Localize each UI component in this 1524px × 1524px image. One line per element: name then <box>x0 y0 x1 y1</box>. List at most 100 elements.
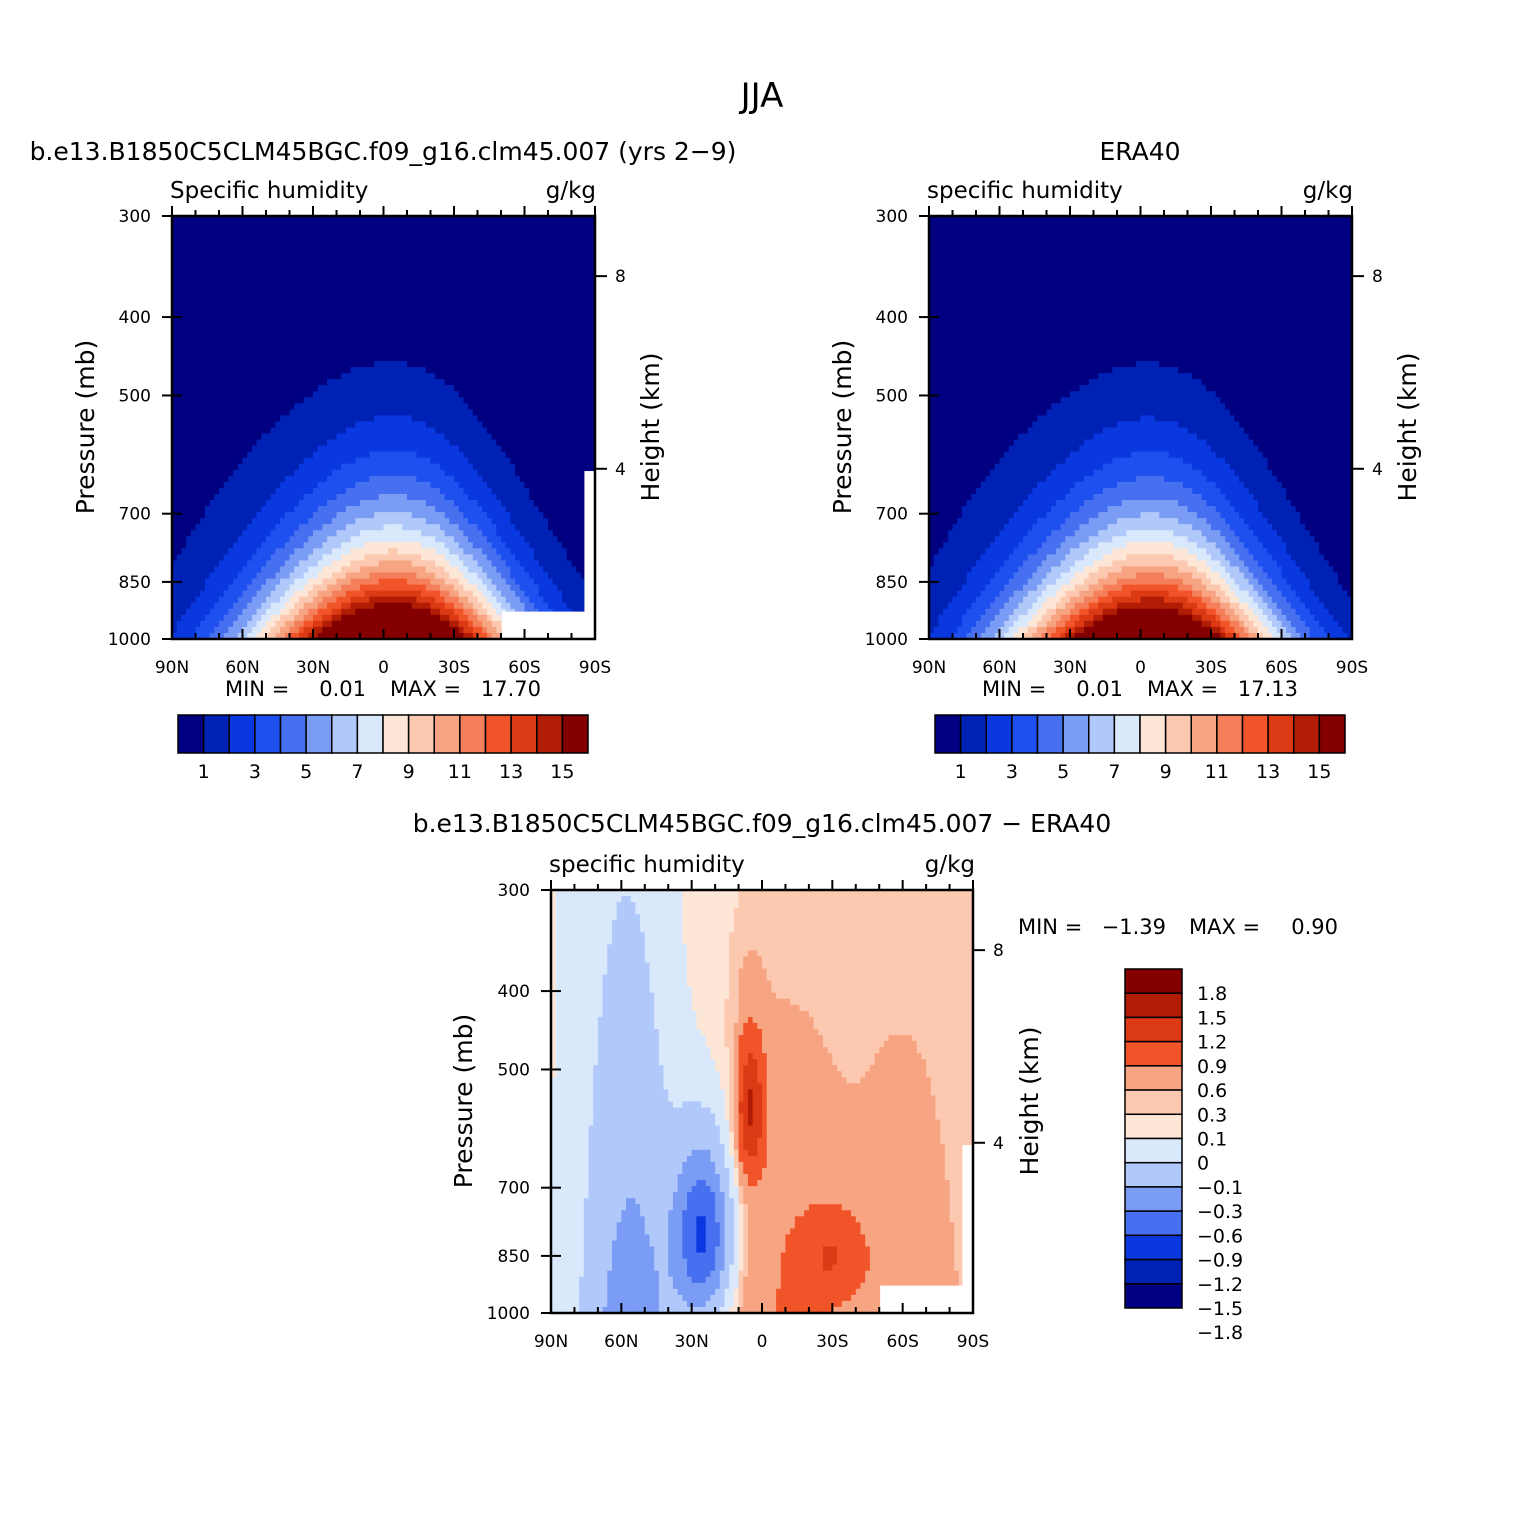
contour-cell <box>510 228 516 235</box>
contour-cell <box>369 487 375 495</box>
contour-cell <box>571 500 577 507</box>
contour-cell <box>585 457 591 465</box>
contour-cell <box>256 324 262 332</box>
contour-cell <box>444 282 450 290</box>
contour-cell <box>580 336 587 344</box>
contour-cell <box>524 487 530 495</box>
contour-cell <box>204 518 211 525</box>
contour-cell <box>190 367 197 374</box>
contour-cell <box>458 228 464 235</box>
contour-cell <box>392 306 399 314</box>
contour-cell <box>228 246 234 253</box>
contour-cell <box>430 421 436 429</box>
contour-cell <box>284 463 291 471</box>
contour-cell <box>501 475 507 483</box>
contour-cell <box>280 234 286 241</box>
contour-cell <box>411 433 417 441</box>
contour-cell <box>548 288 554 296</box>
contour-cell <box>313 330 319 338</box>
contour-cell <box>519 258 526 265</box>
contour-cell <box>289 530 295 537</box>
contour-cell <box>247 451 253 459</box>
contour-cell <box>331 306 338 314</box>
contour-cell <box>454 367 460 374</box>
contour-cell <box>294 409 300 417</box>
contour-cell <box>491 342 497 350</box>
contour-cell <box>181 222 187 229</box>
contour-cell <box>482 391 488 398</box>
contour-cell <box>477 306 483 314</box>
contour-cell <box>477 379 483 386</box>
contour-cell <box>327 457 333 465</box>
contour-cell <box>214 512 220 519</box>
contour-cell <box>585 228 591 235</box>
contour-cell <box>266 228 272 235</box>
contour-cell <box>303 433 309 441</box>
contour-cell <box>458 342 464 350</box>
contour-cell <box>571 457 577 465</box>
contour-cell <box>228 385 234 392</box>
contour-cell <box>482 433 488 441</box>
contour-cell <box>482 312 488 320</box>
contour-cell <box>496 542 502 549</box>
contour-cell <box>430 385 436 392</box>
contour-cell <box>477 312 483 320</box>
contour-cell <box>289 300 295 308</box>
contour-cell <box>407 379 413 386</box>
contour-cell <box>317 373 323 380</box>
contour-cell <box>580 288 587 296</box>
contour-cell <box>524 530 530 537</box>
contour-cell <box>317 342 323 350</box>
contour-cell <box>303 524 309 531</box>
contour-cell <box>294 276 300 284</box>
contour-cell <box>585 439 591 447</box>
contour-cell <box>510 481 516 489</box>
contour-cell <box>176 324 182 332</box>
contour-cell <box>327 536 333 543</box>
contour-cell <box>548 276 554 284</box>
contour-cell <box>261 548 267 555</box>
contour-cell <box>463 439 469 447</box>
contour-cell <box>482 421 488 429</box>
contour-cell <box>496 216 502 223</box>
contour-cell <box>298 282 305 290</box>
contour-cell <box>369 234 375 241</box>
contour-cell <box>209 542 215 549</box>
contour-cell <box>585 270 591 278</box>
contour-cell <box>388 445 394 453</box>
contour-cell <box>501 354 507 362</box>
contour-cell <box>251 463 258 471</box>
contour-cell <box>266 512 272 519</box>
contour-cell <box>571 318 577 326</box>
contour-cell <box>421 421 427 429</box>
contour-cell <box>444 294 450 302</box>
contour-cell <box>214 282 220 290</box>
contour-cell <box>397 500 403 507</box>
contour-cell <box>505 487 511 495</box>
contour-cell <box>439 457 446 465</box>
contour-cell <box>172 264 178 271</box>
contour-cell <box>266 403 272 410</box>
contour-cell <box>223 264 229 271</box>
contour-cell <box>374 300 380 308</box>
contour-cell <box>303 445 309 453</box>
contour-cell <box>486 487 493 495</box>
contour-cell <box>176 312 182 320</box>
contour-cell <box>327 379 333 386</box>
contour-cell <box>482 342 488 350</box>
contour-cell <box>566 518 573 525</box>
contour-cell <box>336 240 342 247</box>
contour-cell <box>303 487 309 495</box>
contour-cell <box>496 530 502 537</box>
contour-cell <box>378 276 385 284</box>
contour-cell <box>421 246 427 253</box>
contour-cell <box>529 445 535 453</box>
contour-cell <box>378 506 385 513</box>
contour-cell <box>237 427 244 435</box>
contour-cell <box>336 397 342 404</box>
contour-cell <box>186 336 192 344</box>
contour-cell <box>313 379 319 386</box>
contour-cell <box>407 403 413 410</box>
contour-cell <box>181 409 187 417</box>
contour-cell <box>477 487 483 495</box>
